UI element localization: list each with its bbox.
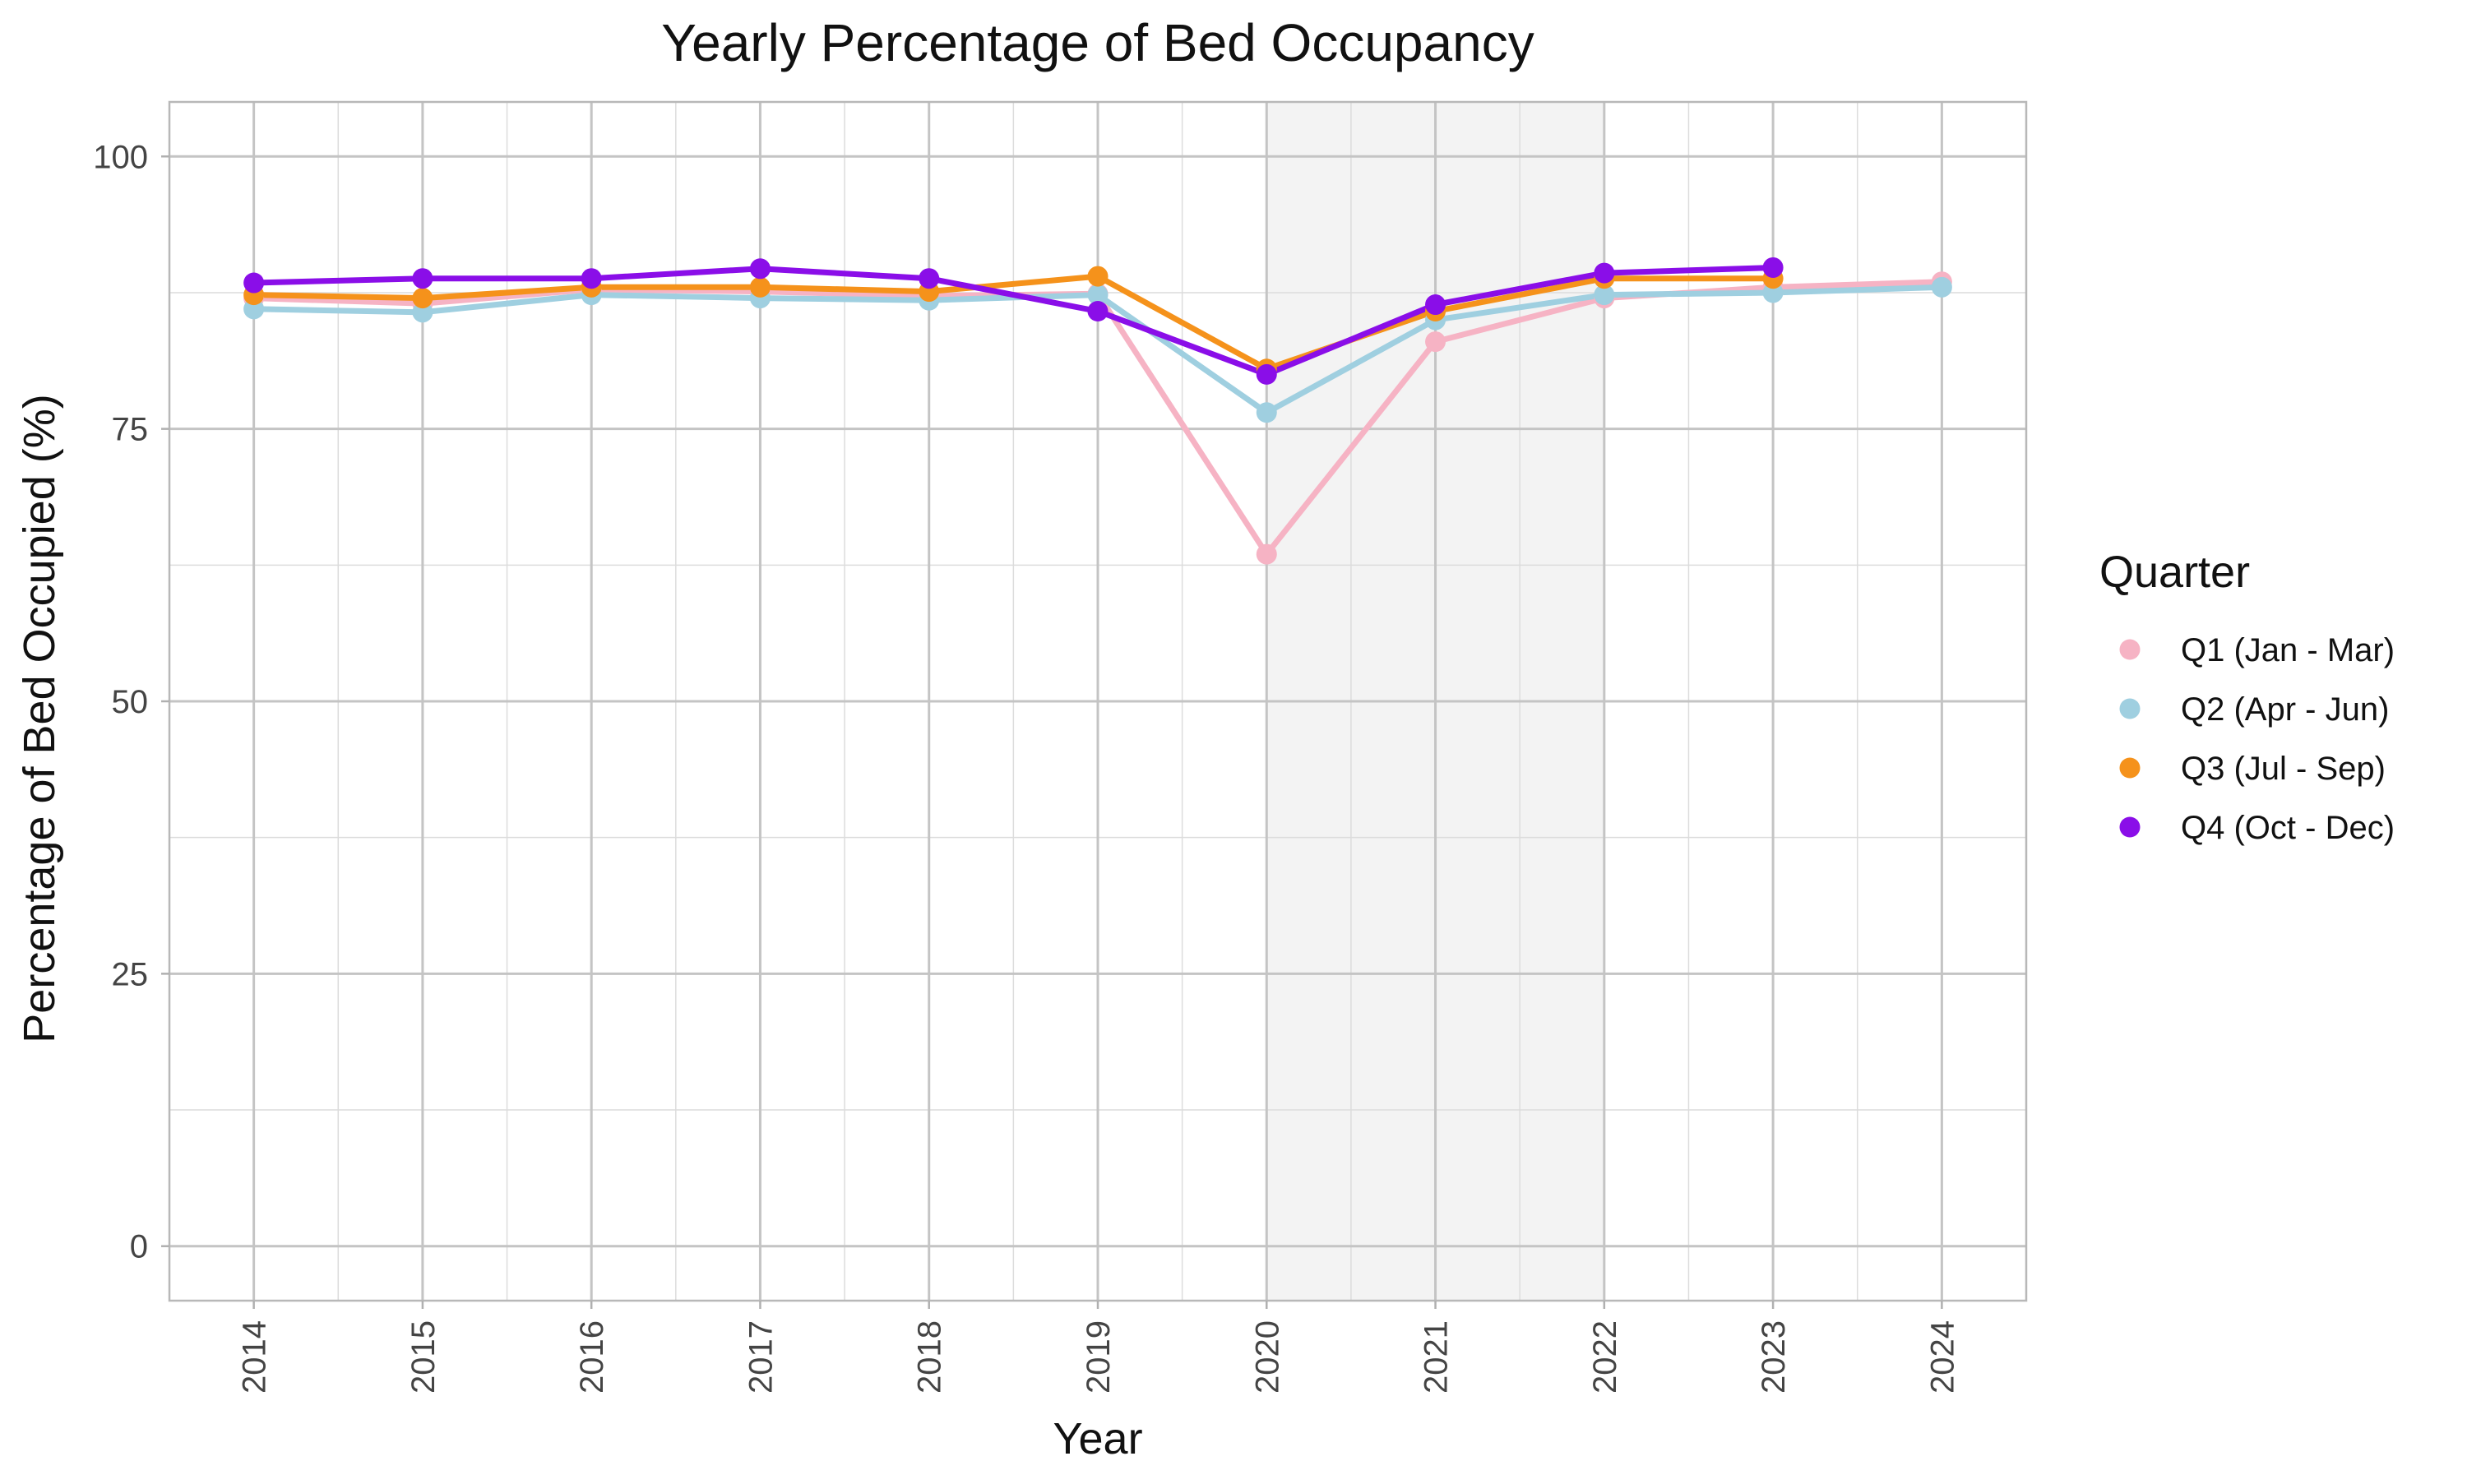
legend-label: Q3 (Jul - Sep) bbox=[2181, 751, 2386, 787]
x-axis-label: Year bbox=[1053, 1414, 1142, 1463]
legend-item-q1: Q1 (Jan - Mar) bbox=[2119, 632, 2395, 668]
data-point-q4 bbox=[581, 268, 602, 289]
data-point-q1 bbox=[1425, 331, 1446, 353]
data-point-q2 bbox=[412, 302, 433, 323]
y-axis-label: Percentage of Bed Occupied (%) bbox=[15, 394, 64, 1042]
legend-title: Quarter bbox=[2099, 548, 2250, 597]
x-tick-label: 2017 bbox=[743, 1320, 779, 1394]
legend-marker bbox=[2119, 816, 2141, 838]
x-tick-label: 2022 bbox=[1587, 1320, 1623, 1394]
legend-label: Q2 (Apr - Jun) bbox=[2181, 691, 2389, 728]
data-point-q2 bbox=[243, 298, 265, 320]
data-point-q4 bbox=[749, 258, 771, 280]
data-point-q1 bbox=[1256, 543, 1277, 565]
x-tick-label: 2023 bbox=[1756, 1320, 1792, 1394]
y-tick-label: 100 bbox=[93, 139, 148, 175]
legend-item-q4: Q4 (Oct - Dec) bbox=[2119, 810, 2395, 846]
legend: Quarter Q1 (Jan - Mar) Q2 (Apr - Jun) Q3 (… bbox=[2099, 548, 2395, 846]
data-point-q2 bbox=[1762, 282, 1784, 303]
x-tick-label: 2021 bbox=[1419, 1320, 1455, 1394]
data-point-q2 bbox=[1931, 276, 1952, 298]
data-point-q4 bbox=[1256, 363, 1277, 385]
x-tick-label: 2024 bbox=[1924, 1320, 1960, 1394]
legend-marker bbox=[2119, 757, 2141, 779]
y-tick-label: 0 bbox=[130, 1229, 148, 1265]
data-point-q4 bbox=[919, 268, 940, 289]
data-point-q3 bbox=[412, 288, 433, 309]
series-line-q4 bbox=[251, 265, 1776, 377]
legend-marker bbox=[2119, 639, 2141, 660]
x-tick-label: 2014 bbox=[237, 1320, 273, 1394]
data-point-q4 bbox=[1087, 300, 1109, 321]
series-line-q3 bbox=[251, 273, 1776, 372]
x-tick-label: 2018 bbox=[912, 1320, 948, 1394]
chart-title: Yearly Percentage of Bed Occupancy bbox=[661, 13, 1534, 72]
legend-marker bbox=[2119, 698, 2141, 719]
data-point-q2 bbox=[1256, 402, 1277, 423]
data-point-q4 bbox=[243, 272, 265, 294]
data-point-q2 bbox=[1594, 284, 1615, 306]
data-point-q4 bbox=[1762, 257, 1784, 278]
data-point-q3 bbox=[1087, 266, 1109, 287]
legend-label: Q1 (Jan - Mar) bbox=[2181, 632, 2395, 668]
y-tick-label: 75 bbox=[112, 412, 149, 448]
x-tick-label: 2019 bbox=[1081, 1320, 1117, 1394]
plot-area: 0 25 50 75 100 2014 2015 2016 2017 2018 2019 2020 20… bbox=[93, 100, 2028, 1394]
x-tick-label: 2020 bbox=[1249, 1320, 1285, 1394]
x-tick-label: 2016 bbox=[574, 1320, 610, 1394]
y-tick-label: 50 bbox=[112, 684, 149, 720]
data-point-q4 bbox=[412, 268, 433, 289]
data-point-q4 bbox=[1425, 294, 1446, 316]
data-point-q2 bbox=[1087, 284, 1109, 306]
data-point-q4 bbox=[1594, 262, 1615, 284]
x-tick-label: 2015 bbox=[405, 1320, 442, 1394]
legend-item-q3: Q3 (Jul - Sep) bbox=[2119, 751, 2386, 787]
legend-item-q2: Q2 (Apr - Jun) bbox=[2119, 691, 2389, 728]
legend-label: Q4 (Oct - Dec) bbox=[2181, 810, 2395, 846]
y-tick-label: 25 bbox=[112, 956, 149, 992]
data-point-q3 bbox=[749, 276, 771, 298]
